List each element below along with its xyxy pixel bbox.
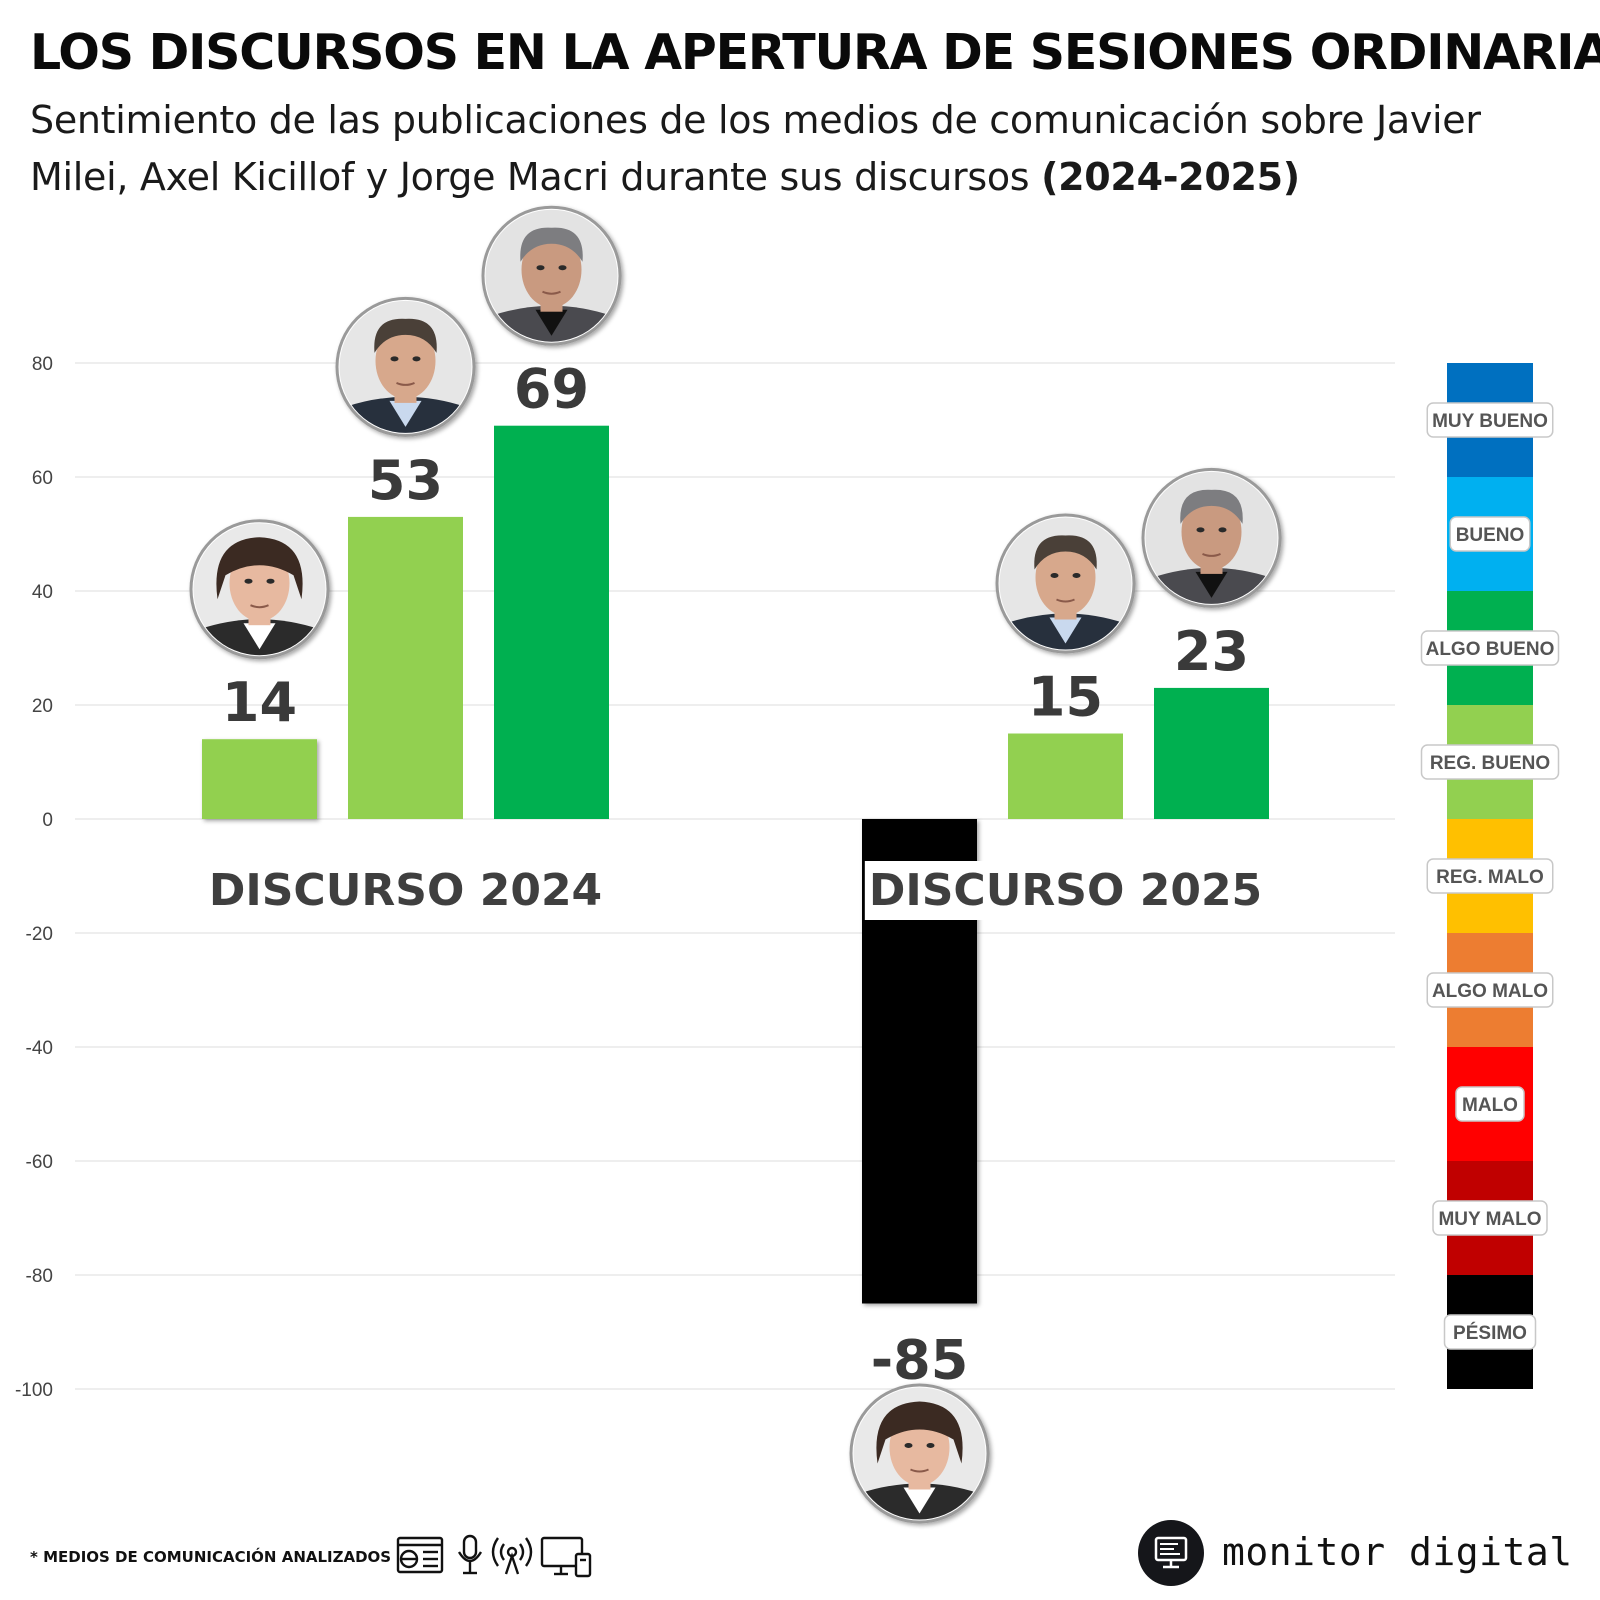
bar-discurso-2024-jorge-macri	[494, 425, 609, 819]
scale-label: BUENO	[1456, 525, 1525, 546]
value-label: 15	[1028, 666, 1103, 729]
y-tick-label: 0	[42, 810, 53, 831]
scale-label-box	[1455, 1086, 1525, 1122]
scale-label: MUY MALO	[1438, 1209, 1541, 1230]
subtitle-years: (2024-2025)	[1041, 155, 1300, 199]
scale-label-box	[1420, 744, 1560, 780]
y-tick-label: -100	[15, 1380, 53, 1401]
scale-label-box	[1426, 972, 1554, 1008]
bar-discurso-2024-javier-milei	[202, 739, 317, 819]
y-tick-label: 60	[32, 468, 53, 489]
scale-label: PÉSIMO	[1453, 1322, 1527, 1344]
y-tick-label: -40	[26, 1038, 53, 1059]
scale-label-box	[1426, 402, 1554, 438]
avatars-layer	[189, 205, 1282, 1524]
monitor-logo-icon	[1138, 1520, 1204, 1586]
radio-antenna-icon	[491, 1537, 533, 1575]
value-label: 53	[368, 449, 443, 512]
scale-label-box	[1420, 630, 1560, 666]
footnote: * MEDIOS DE COMUNICACIÓN ANALIZADOS	[30, 1548, 392, 1566]
group-label: DISCURSO 2024	[209, 865, 602, 916]
bar-discurso-2025-jorge-macri	[1154, 687, 1269, 819]
scale-label-box	[1449, 516, 1531, 552]
media-icons	[396, 1534, 592, 1578]
sentiment-scale-legend: MUY BUENO BUENO ALGO BUENO REG. BUENO REG. M…	[1420, 363, 1560, 1389]
value-label: 69	[514, 358, 589, 421]
value-labels-layer: 14 53 69 -85 15 23	[222, 358, 1249, 1392]
scale-label: REG. MALO	[1436, 867, 1544, 888]
y-tick-label: -80	[26, 1266, 53, 1287]
microphone-icon	[457, 1534, 483, 1575]
scale-label: REG. BUENO	[1430, 753, 1550, 774]
avatar-javier-milei	[189, 519, 330, 660]
chart-title: LOS DISCURSOS EN LA APERTURA DE SESIONES…	[30, 24, 1600, 81]
y-tick-label: 20	[32, 696, 53, 717]
bar-discurso-2025-axel-kicillof	[1008, 733, 1123, 819]
avatar-javier-milei	[849, 1383, 990, 1524]
scale-label-box	[1432, 1200, 1548, 1236]
y-tick-label: -60	[26, 1152, 53, 1173]
value-label: 14	[222, 671, 297, 734]
y-axis-ticks: 80 60 40 20 0 -20 -40 -60 -80 -100	[15, 354, 53, 1401]
avatar-jorge-macri	[1141, 467, 1282, 608]
scale-label: ALGO BUENO	[1426, 639, 1555, 660]
scale-label: MALO	[1462, 1095, 1518, 1116]
group-label-background	[864, 861, 1267, 920]
chart-subtitle: Sentimiento de las publicaciones de los …	[30, 92, 1530, 206]
brand-name: monitor digital	[1222, 1530, 1573, 1574]
subtitle-text: Sentimiento de las publicaciones de los …	[30, 98, 1481, 199]
avatar-axel-kicillof	[335, 296, 476, 437]
scale-label-box	[1443, 1314, 1537, 1350]
bar-discurso-2024-axel-kicillof	[348, 516, 463, 819]
brand: monitor digital	[1138, 1520, 1588, 1590]
group-label: DISCURSO 2025	[869, 865, 1262, 916]
scale-label-box	[1426, 858, 1554, 894]
tv-monitor-icon	[540, 1536, 592, 1578]
avatar-axel-kicillof	[995, 513, 1136, 654]
value-label: 23	[1174, 620, 1249, 683]
value-label: -85	[871, 1329, 969, 1392]
y-tick-label: 40	[32, 582, 53, 603]
y-tick-label: 80	[32, 354, 53, 375]
newspaper-web-icon	[396, 1536, 444, 1574]
grid-lines	[75, 362, 1395, 1390]
bars-layer	[202, 425, 1269, 1304]
avatar-jorge-macri	[481, 205, 622, 346]
y-tick-label: -20	[26, 924, 53, 945]
group-labels-layer: DISCURSO 2024 DISCURSO 2025	[209, 861, 1267, 920]
scale-label: MUY BUENO	[1432, 411, 1548, 432]
scale-label: ALGO MALO	[1432, 981, 1548, 1002]
